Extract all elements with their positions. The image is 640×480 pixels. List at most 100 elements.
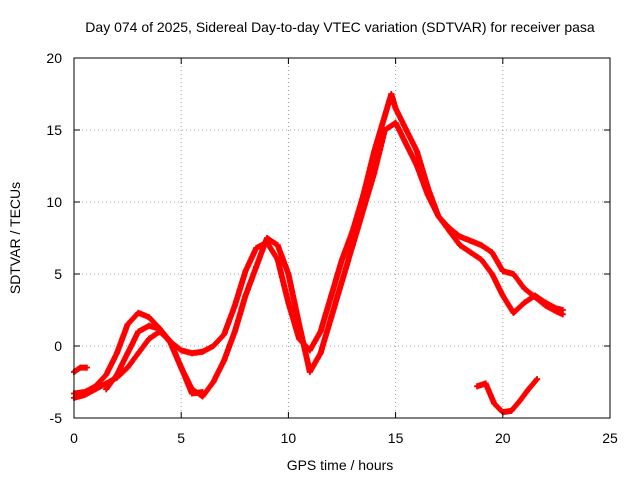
- data-point: [553, 305, 560, 312]
- tick-labels: 0 5 10 15 20 25 -5 0 5 10 15 20: [46, 50, 618, 446]
- data-point: [167, 340, 174, 347]
- data-point: [489, 249, 496, 256]
- y-tick-label: 20: [46, 50, 62, 66]
- data-point: [231, 328, 238, 335]
- data-point: [221, 331, 228, 338]
- data-point: [285, 271, 292, 277]
- data-point: [456, 233, 463, 240]
- data-point: [499, 292, 506, 299]
- data-point: [424, 191, 431, 198]
- data-point: [188, 390, 195, 397]
- data-point: [456, 242, 463, 249]
- data-point: [231, 302, 238, 309]
- data-point: [516, 397, 523, 404]
- x-axis-label: GPS time / hours: [287, 457, 394, 473]
- series-track-e: [474, 376, 541, 416]
- data-point: [242, 268, 249, 275]
- data-point: [317, 350, 324, 357]
- data-point: [103, 371, 110, 378]
- data-point: [414, 163, 421, 169]
- data-point: [474, 383, 481, 390]
- data-point: [478, 242, 485, 249]
- data-point: [92, 386, 99, 393]
- data-point: [339, 256, 345, 263]
- data-point: [146, 322, 153, 329]
- data-point: [77, 364, 84, 371]
- data-point: [542, 299, 549, 306]
- data-point: [113, 350, 120, 357]
- chart-title: Day 074 of 2025, Sidereal Day-to-day VTE…: [85, 19, 595, 35]
- data-point: [531, 292, 538, 299]
- y-tick-label: 0: [54, 338, 62, 354]
- y-tick-label: 10: [46, 194, 62, 210]
- data-point: [135, 309, 142, 316]
- data-point: [328, 292, 335, 299]
- data-point: [328, 314, 335, 321]
- data-point: [388, 91, 395, 97]
- series-track-c: [103, 322, 206, 397]
- data-point: [253, 263, 260, 270]
- ticks: [73, 57, 611, 419]
- data-point: [156, 325, 163, 332]
- data-point: [339, 278, 345, 285]
- data-point: [178, 347, 185, 354]
- data-point: [381, 127, 388, 133]
- data-point: [435, 213, 442, 220]
- data-point: [306, 368, 313, 375]
- data-point: [253, 245, 260, 252]
- x-tick-label: 20: [495, 430, 511, 446]
- data-point: [491, 400, 498, 407]
- data-point: [525, 386, 532, 393]
- data-point: [124, 321, 131, 328]
- data-point: [124, 364, 131, 371]
- data-point: [392, 119, 399, 126]
- y-tick-label: 15: [46, 122, 62, 138]
- data-point: [113, 371, 120, 378]
- x-tick-label: 0: [70, 430, 78, 446]
- data-point: [489, 271, 496, 277]
- x-tick-label: 15: [388, 430, 404, 446]
- data-point: [559, 307, 566, 313]
- data-point: [263, 235, 270, 241]
- data-point: [296, 321, 303, 328]
- y-axis-label: SDTVAR / TECUs: [7, 182, 23, 294]
- data-point: [392, 105, 399, 112]
- data-point: [360, 206, 367, 213]
- data-point: [274, 242, 281, 249]
- data-point: [521, 285, 528, 292]
- y-tick-label: 5: [54, 266, 62, 282]
- data-point: [210, 343, 217, 349]
- data-point: [188, 350, 195, 357]
- data-point: [534, 376, 541, 383]
- data-point: [371, 148, 378, 155]
- data-point: [274, 256, 281, 263]
- data-point: [178, 364, 185, 371]
- data-point: [135, 350, 142, 357]
- data-point: [242, 292, 249, 299]
- data-point: [499, 268, 506, 275]
- y-tick-label: -5: [50, 410, 63, 426]
- data-point: [467, 237, 474, 244]
- data-point: [508, 407, 515, 414]
- data-point: [199, 348, 206, 355]
- data-point: [199, 389, 206, 396]
- data-point: [285, 299, 292, 306]
- x-tick-label: 5: [177, 430, 185, 446]
- x-tick-label: 25: [602, 430, 618, 446]
- data-point: [510, 309, 517, 316]
- data-point: [83, 364, 90, 371]
- data-point: [478, 256, 485, 263]
- data-point: [221, 357, 228, 364]
- plot-frame: [73, 57, 611, 419]
- data-point: [146, 335, 153, 342]
- data-point: [371, 170, 378, 177]
- data-point: [317, 328, 324, 335]
- data-point: [103, 386, 110, 393]
- data-point: [81, 391, 88, 398]
- data-point: [124, 350, 131, 357]
- data-point: [467, 249, 474, 256]
- data-point: [414, 148, 421, 155]
- data-point: [146, 314, 153, 321]
